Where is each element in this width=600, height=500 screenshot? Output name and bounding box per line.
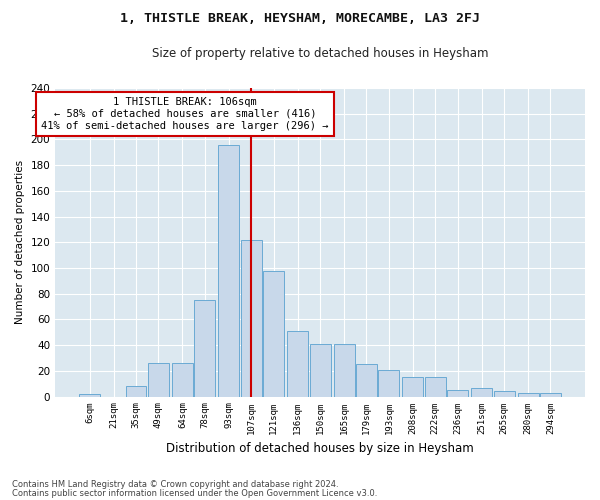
Bar [148, 363, 169, 396]
X-axis label: Distribution of detached houses by size in Heysham: Distribution of detached houses by size … [166, 442, 474, 455]
Y-axis label: Number of detached properties: Number of detached properties [15, 160, 25, 324]
Bar [172, 363, 193, 396]
Text: 1 THISTLE BREAK: 106sqm
← 58% of detached houses are smaller (416)
41% of semi-d: 1 THISTLE BREAK: 106sqm ← 58% of detache… [41, 98, 329, 130]
Title: Size of property relative to detached houses in Heysham: Size of property relative to detached ho… [152, 48, 488, 60]
Bar [540, 392, 561, 396]
Bar [310, 344, 331, 397]
Bar [334, 344, 355, 397]
Bar [287, 331, 308, 396]
Bar [194, 300, 215, 396]
Bar [471, 388, 492, 396]
Text: Contains HM Land Registry data © Crown copyright and database right 2024.: Contains HM Land Registry data © Crown c… [12, 480, 338, 489]
Text: Contains public sector information licensed under the Open Government Licence v3: Contains public sector information licen… [12, 488, 377, 498]
Bar [494, 392, 515, 396]
Bar [356, 364, 377, 396]
Bar [125, 386, 146, 396]
Bar [518, 392, 539, 396]
Bar [447, 390, 468, 396]
Bar [379, 370, 400, 396]
Bar [263, 270, 284, 396]
Bar [425, 378, 446, 396]
Text: 1, THISTLE BREAK, HEYSHAM, MORECAMBE, LA3 2FJ: 1, THISTLE BREAK, HEYSHAM, MORECAMBE, LA… [120, 12, 480, 26]
Bar [79, 394, 100, 396]
Bar [218, 144, 239, 396]
Bar [241, 240, 262, 396]
Bar [403, 378, 424, 396]
